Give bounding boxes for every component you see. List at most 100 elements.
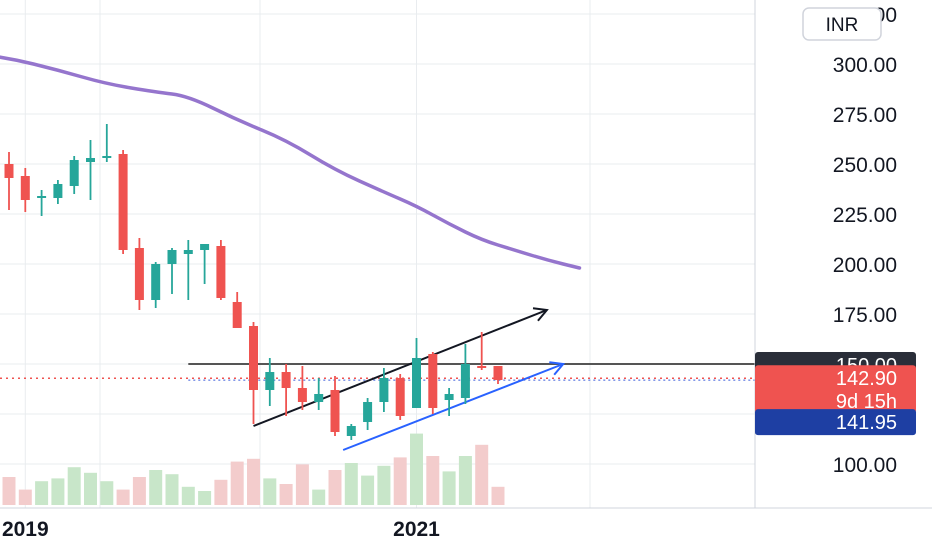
volume-bar bbox=[328, 470, 342, 505]
volume-bar bbox=[116, 489, 130, 505]
candle[interactable] bbox=[314, 378, 324, 410]
moving-average-line bbox=[0, 55, 582, 270]
candle[interactable] bbox=[53, 180, 63, 204]
price-badge-background bbox=[755, 409, 916, 436]
candle[interactable] bbox=[444, 388, 454, 416]
moving-average-path bbox=[0, 55, 582, 270]
candle[interactable] bbox=[412, 338, 421, 408]
candle[interactable] bbox=[134, 238, 144, 310]
candle[interactable] bbox=[102, 124, 112, 162]
blue-trend-arrow-head bbox=[549, 361, 566, 376]
candle[interactable] bbox=[395, 374, 405, 420]
candle[interactable] bbox=[379, 368, 389, 412]
currency-label: INR bbox=[826, 15, 859, 36]
candle-body bbox=[330, 390, 340, 432]
candle-body bbox=[53, 184, 63, 198]
candle-body bbox=[183, 250, 193, 254]
candle-body bbox=[297, 388, 307, 402]
candle[interactable] bbox=[477, 332, 487, 370]
candle-body bbox=[493, 366, 503, 380]
candle[interactable] bbox=[20, 168, 30, 212]
candle[interactable] bbox=[249, 322, 258, 424]
candle[interactable] bbox=[346, 424, 356, 440]
candle[interactable] bbox=[232, 292, 242, 328]
candle[interactable] bbox=[118, 150, 128, 254]
volume-bar bbox=[279, 484, 293, 505]
candle-body bbox=[4, 164, 14, 178]
blue-trend-arrow[interactable] bbox=[342, 363, 564, 451]
candle-body bbox=[37, 196, 47, 198]
candle-body bbox=[412, 358, 421, 408]
volume-bar bbox=[377, 465, 391, 505]
candle-body bbox=[395, 378, 405, 416]
price-badge-background bbox=[755, 365, 916, 414]
volume-bar bbox=[491, 486, 505, 505]
price-badge-label: 141.95 bbox=[836, 412, 897, 434]
candle[interactable] bbox=[265, 358, 275, 406]
volume-bar bbox=[35, 481, 49, 505]
volume-bar bbox=[442, 471, 456, 505]
candle[interactable] bbox=[183, 240, 193, 300]
volume-bar bbox=[214, 479, 228, 505]
candle-body bbox=[249, 326, 258, 390]
candle-body bbox=[477, 366, 487, 368]
candle[interactable] bbox=[493, 366, 503, 384]
y-tick-label: 175.00 bbox=[833, 304, 897, 327]
candle[interactable] bbox=[428, 352, 438, 414]
countdown-label: 9d 15h bbox=[836, 391, 897, 413]
candle[interactable] bbox=[297, 366, 307, 410]
x-tick-label: 2021 bbox=[393, 518, 440, 541]
candle-body bbox=[444, 394, 454, 400]
candle[interactable] bbox=[167, 248, 177, 294]
volume-bar bbox=[100, 481, 114, 505]
volume-bar bbox=[181, 486, 195, 505]
candle-body bbox=[134, 248, 144, 300]
candle[interactable] bbox=[69, 156, 79, 194]
candle-body bbox=[265, 372, 275, 390]
candle-body bbox=[363, 402, 373, 422]
candle-body bbox=[200, 244, 210, 250]
candle[interactable] bbox=[281, 364, 291, 416]
candle[interactable] bbox=[86, 140, 95, 200]
candle-body bbox=[86, 158, 95, 162]
y-tick-label: 275.00 bbox=[833, 104, 897, 127]
candles[interactable] bbox=[4, 124, 503, 440]
candle[interactable] bbox=[363, 398, 373, 430]
time-axis[interactable]: 2019 2021 bbox=[0, 507, 932, 550]
volume-bar bbox=[458, 456, 472, 505]
y-tick-label: 300.00 bbox=[833, 54, 897, 77]
candle-body bbox=[346, 426, 356, 436]
candle-body bbox=[460, 364, 470, 398]
y-tick-label: 200.00 bbox=[833, 254, 897, 277]
candle-body bbox=[20, 176, 30, 200]
candle-body bbox=[102, 156, 112, 158]
x-tick-label: 2019 bbox=[2, 518, 49, 541]
candle[interactable] bbox=[4, 152, 14, 210]
volume-bar bbox=[410, 433, 423, 505]
y-tick-label: 100.00 bbox=[833, 454, 897, 477]
price-axis[interactable]: 100.00125.00150.00175.00200.00225.00250.… bbox=[754, 0, 932, 550]
time-axis-background bbox=[0, 508, 755, 550]
y-tick-label: 225.00 bbox=[833, 204, 897, 227]
candle-body bbox=[216, 246, 226, 298]
price-badge-label: 142.90 bbox=[836, 368, 897, 390]
currency-badge[interactable]: INR bbox=[802, 7, 882, 41]
candle-body bbox=[428, 354, 438, 408]
candle-body bbox=[379, 378, 389, 402]
candle[interactable] bbox=[37, 190, 47, 216]
candle[interactable] bbox=[200, 244, 210, 284]
candle[interactable] bbox=[330, 376, 340, 436]
volume-bar bbox=[361, 475, 375, 505]
drawings bbox=[0, 307, 755, 451]
volume-bar bbox=[132, 477, 146, 505]
grid bbox=[0, 0, 755, 508]
volume-bar bbox=[475, 444, 489, 505]
candle[interactable] bbox=[216, 240, 226, 300]
volume-bars bbox=[2, 433, 505, 505]
price-axis-background bbox=[755, 0, 932, 550]
candle[interactable] bbox=[151, 262, 161, 308]
y-tick-label: 250.00 bbox=[833, 154, 897, 177]
candle[interactable] bbox=[460, 344, 470, 404]
